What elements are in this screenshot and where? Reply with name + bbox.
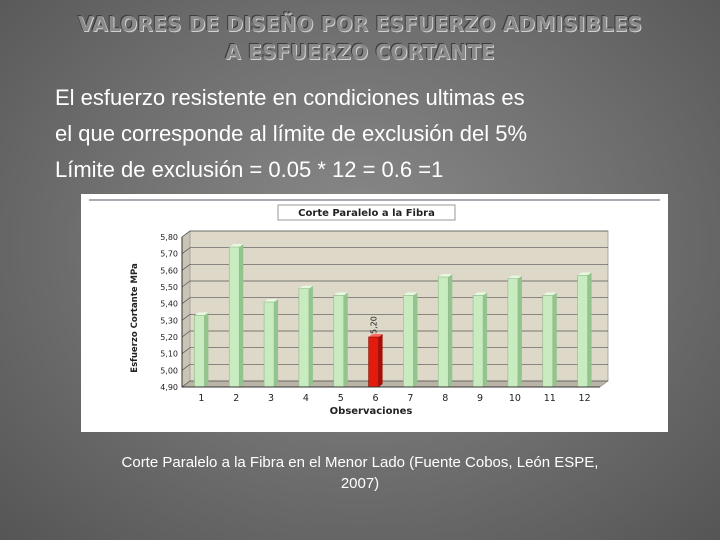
bar-side	[308, 285, 313, 387]
bar-top	[229, 244, 244, 247]
y-tick-label: 5,20	[160, 333, 178, 342]
bar-top	[264, 299, 279, 302]
bar-top	[577, 272, 592, 276]
x-tick-label: 10	[509, 393, 521, 404]
x-tick-label: 9	[477, 393, 483, 404]
y-tick-label: 4,90	[160, 383, 178, 392]
bar	[472, 295, 484, 388]
bar-top	[194, 312, 209, 316]
x-tick-label: 2	[233, 393, 239, 404]
x-tick-label: 8	[442, 393, 448, 404]
chart-image: Corte Paralelo a la Fibra 4,90 5,00 5,10 5,…	[81, 194, 668, 432]
slide-title: VALORES DE DISEÑO POR ESFUERZO ADMISIBLE…	[20, 10, 700, 66]
bar	[228, 246, 240, 388]
x-axis-title: Observaciones	[330, 406, 413, 417]
bar	[333, 295, 345, 388]
x-tick-label: 5	[338, 393, 344, 404]
y-tick-label: 5,00	[160, 366, 178, 375]
bar	[298, 288, 310, 388]
chart-title-box	[277, 204, 456, 221]
bar-top	[333, 292, 348, 296]
y-gridline	[181, 380, 608, 388]
bar	[507, 278, 519, 388]
body-line-3: Límite de exclusión = 0.05 * 12 = 0.6 =1	[55, 157, 444, 182]
bar-side	[517, 275, 522, 387]
x-tick-label: 6	[373, 393, 379, 404]
bar	[542, 295, 554, 388]
x-tick-label: 3	[268, 393, 274, 404]
x-tick-label: 11	[544, 393, 556, 404]
y-tick-label: 5,50	[160, 283, 178, 292]
bar-side	[448, 274, 453, 387]
bar	[263, 301, 275, 388]
plot-side-wall	[181, 230, 191, 388]
y-tick-label: 5,40	[160, 300, 178, 309]
y-tick-label: 5,80	[160, 233, 178, 242]
y-gridline	[181, 263, 608, 271]
y-tick-label: 5,30	[160, 316, 178, 325]
bar-side	[587, 272, 592, 387]
y-tick-label: 5,10	[160, 350, 178, 359]
bar	[194, 315, 205, 388]
body-line-2: el que corresponde al límite de exclusió…	[55, 121, 528, 146]
y-gridline	[181, 230, 608, 238]
bar-side	[378, 334, 383, 387]
bar-top	[368, 334, 383, 337]
bar-side	[343, 292, 348, 387]
y-gridline	[181, 363, 608, 371]
x-tick-label: 7	[407, 393, 413, 404]
shear-strength-chart: Corte Paralelo a la Fibra 4,90 5,00 5,10 5,…	[89, 199, 660, 417]
y-gridline	[181, 297, 608, 304]
y-tick-label: 5,70	[160, 250, 178, 259]
y-gridline	[181, 330, 608, 338]
y-gridline	[181, 313, 608, 321]
bar-data-label: 5,20	[370, 316, 379, 334]
bar-top	[298, 285, 313, 289]
bar-top	[473, 292, 488, 296]
bar-top	[507, 275, 522, 279]
slide-title-line-2: A ESFUERZO CORTANTE	[225, 40, 495, 64]
figure-caption: Corte Paralelo a la Fibra en el Menor La…	[60, 452, 660, 494]
bar-side	[274, 299, 279, 387]
bar-side	[204, 312, 209, 387]
caption-line-1: Corte Paralelo a la Fibra en el Menor La…	[121, 454, 599, 471]
y-axis-title: Esfuerzo Cortante MPa	[130, 263, 140, 373]
x-tick-label: 12	[579, 393, 591, 404]
bar-side	[483, 292, 488, 387]
bar	[437, 276, 449, 388]
y-tick-label: 5,60	[160, 266, 178, 275]
bar-side	[552, 292, 557, 387]
bar-side	[239, 244, 244, 387]
x-tick-label: 1	[198, 393, 204, 404]
y-gridline	[181, 347, 608, 354]
bar	[403, 295, 414, 388]
bar	[368, 336, 379, 388]
slide-title-line-1: VALORES DE DISEÑO POR ESFUERZO ADMISIBLE…	[77, 12, 643, 36]
y-gridline	[181, 247, 608, 254]
x-tick-label: 4	[303, 393, 309, 404]
bar	[577, 275, 588, 388]
bar-side	[413, 292, 418, 387]
bar-top	[438, 274, 453, 277]
caption-line-2: 2007)	[340, 475, 380, 492]
y-gridline	[181, 280, 608, 288]
bar-top	[542, 292, 557, 296]
bar-top	[403, 292, 418, 296]
chart-title: Corte Paralelo a la Fibra	[298, 208, 435, 219]
body-line-1: El esfuerzo resistente en condiciones ul…	[55, 85, 525, 110]
slide-body: El esfuerzo resistente en condiciones ul…	[55, 80, 695, 188]
